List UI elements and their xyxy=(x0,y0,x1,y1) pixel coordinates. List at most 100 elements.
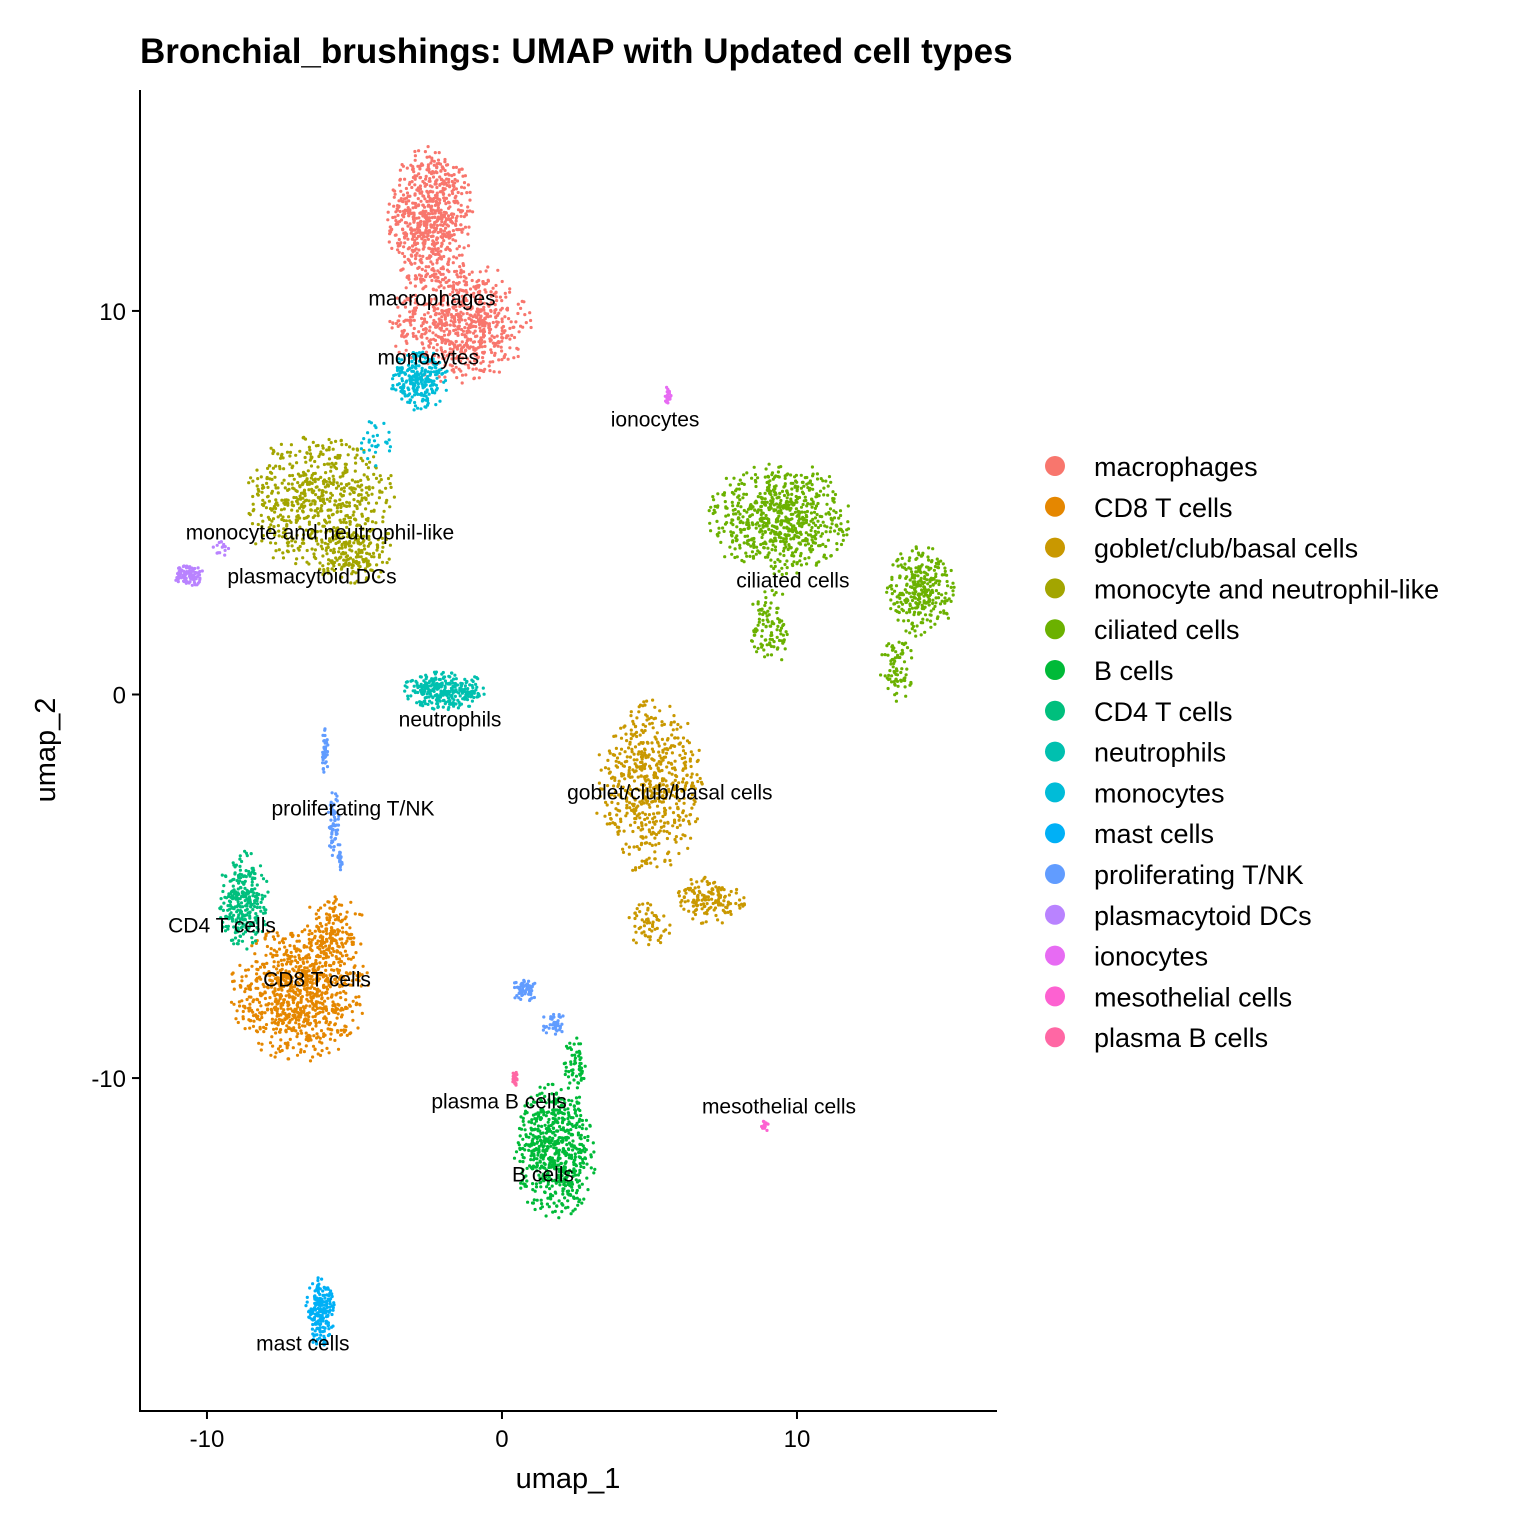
data-point xyxy=(745,534,750,538)
data-point xyxy=(623,750,627,754)
data-point xyxy=(759,508,763,512)
data-point xyxy=(342,486,346,490)
data-point xyxy=(290,466,294,470)
data-point xyxy=(442,313,447,317)
data-point xyxy=(785,559,789,563)
data-point xyxy=(386,210,390,214)
data-point xyxy=(529,318,533,323)
data-point xyxy=(436,307,440,311)
data-point xyxy=(936,566,941,570)
data-point xyxy=(427,256,431,260)
data-point xyxy=(649,903,653,907)
data-point xyxy=(237,1000,241,1004)
data-point xyxy=(411,165,415,169)
data-point xyxy=(255,1017,260,1021)
data-point xyxy=(890,577,894,582)
data-point xyxy=(693,886,697,890)
data-point xyxy=(386,476,391,481)
data-point xyxy=(288,956,292,961)
data-point xyxy=(456,275,460,279)
data-point xyxy=(483,288,487,292)
data-point xyxy=(314,961,318,965)
data-point xyxy=(442,229,446,233)
data-point xyxy=(323,519,328,524)
data-point xyxy=(731,518,735,522)
data-point xyxy=(653,857,657,861)
data-point xyxy=(424,226,429,230)
data-point xyxy=(910,570,914,574)
data-point xyxy=(498,295,502,299)
data-point xyxy=(375,563,379,567)
data-point xyxy=(353,456,357,460)
data-point xyxy=(303,455,307,460)
data-point xyxy=(436,215,440,219)
data-point xyxy=(811,472,815,476)
data-point xyxy=(447,217,451,221)
data-point xyxy=(819,523,823,528)
data-point xyxy=(316,1052,320,1056)
data-point xyxy=(413,193,417,197)
data-point xyxy=(463,225,468,229)
data-point xyxy=(434,248,438,252)
data-point xyxy=(328,936,332,940)
data-point xyxy=(331,947,335,951)
data-point xyxy=(653,716,658,720)
data-point xyxy=(641,723,645,727)
data-point xyxy=(378,490,382,494)
data-point xyxy=(335,1029,340,1033)
data-point xyxy=(797,511,801,515)
data-point xyxy=(731,531,735,535)
data-point xyxy=(681,809,686,813)
data-point xyxy=(315,530,319,534)
data-point xyxy=(426,204,430,208)
data-point xyxy=(306,469,310,473)
data-point xyxy=(431,239,435,243)
data-point xyxy=(320,924,324,928)
data-point xyxy=(913,610,917,614)
data-point xyxy=(773,493,777,497)
data-point xyxy=(674,835,679,839)
data-point xyxy=(455,214,459,218)
data-point xyxy=(292,1026,296,1030)
data-point xyxy=(319,544,323,548)
data-point xyxy=(409,323,413,327)
data-point xyxy=(663,742,667,746)
data-point xyxy=(634,930,638,934)
data-point xyxy=(908,631,912,635)
data-point xyxy=(783,474,787,478)
data-point xyxy=(672,720,676,724)
data-point xyxy=(681,745,685,749)
data-point xyxy=(267,464,271,468)
data-point xyxy=(832,516,837,520)
data-point xyxy=(668,746,673,750)
data-point xyxy=(837,516,841,520)
data-point xyxy=(641,755,645,759)
data-point xyxy=(824,512,828,516)
data-point xyxy=(678,753,682,757)
data-point xyxy=(478,342,482,346)
data-point xyxy=(468,313,472,317)
data-point xyxy=(915,601,919,605)
data-point xyxy=(352,936,356,940)
data-point xyxy=(460,294,464,298)
data-point xyxy=(352,490,356,494)
data-point xyxy=(335,481,339,485)
data-point xyxy=(668,923,672,927)
data-point xyxy=(747,523,751,527)
data-point xyxy=(310,481,314,485)
data-point xyxy=(691,753,695,757)
data-point xyxy=(411,201,415,205)
data-point xyxy=(478,329,483,333)
data-point xyxy=(786,493,790,497)
data-point xyxy=(434,324,438,328)
data-point xyxy=(813,541,818,545)
data-point xyxy=(453,269,457,274)
data-point xyxy=(333,1038,337,1042)
data-point xyxy=(628,740,632,745)
data-point xyxy=(609,816,613,821)
data-point xyxy=(784,515,788,519)
data-point xyxy=(496,268,500,272)
data-point xyxy=(780,489,785,493)
data-point xyxy=(471,325,475,329)
data-point xyxy=(328,906,332,910)
